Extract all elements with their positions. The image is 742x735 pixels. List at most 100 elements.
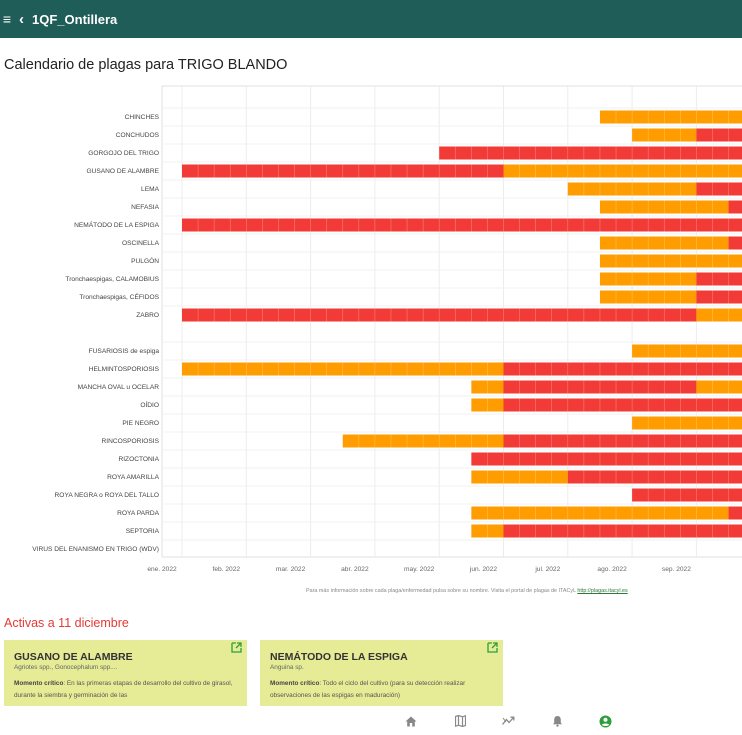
card-critical-text: : En las primeras etapas de desarrollo d… bbox=[14, 680, 233, 699]
x-tick-label: jul. 2022 bbox=[534, 566, 560, 573]
open-in-new-icon[interactable] bbox=[231, 642, 242, 656]
account-icon[interactable] bbox=[598, 715, 612, 727]
row-label[interactable]: FUSARIOSIS de espiga bbox=[89, 348, 160, 355]
row-label[interactable]: SEPTORIA bbox=[126, 528, 160, 535]
bar-segment-orange bbox=[632, 128, 697, 142]
row-label[interactable]: HELMINTOSPORIOSIS bbox=[89, 366, 160, 373]
bar-segment-orange bbox=[342, 434, 504, 448]
bottom-nav bbox=[0, 706, 742, 735]
bar-segment-orange bbox=[599, 290, 697, 304]
row-label[interactable]: NEFASIA bbox=[131, 204, 159, 211]
row-label[interactable]: RIZOCTONIA bbox=[118, 456, 159, 463]
back-button[interactable]: ‹ bbox=[19, 10, 24, 28]
active-card-nematodo[interactable]: NEMÁTODO DE LA ESPIGA Anguina sp. Moment… bbox=[260, 640, 503, 706]
row-label[interactable]: GORGOJO DEL TRIGO bbox=[88, 150, 159, 157]
bar-segment-orange bbox=[471, 524, 504, 538]
app-bar: ≡ ‹ 1QF_Ontillera bbox=[0, 0, 742, 38]
bar-segment-red bbox=[439, 146, 742, 160]
row-label[interactable]: MANCHA OVAL u OCELAR bbox=[78, 384, 160, 391]
row-label[interactable]: GUSANO DE ALAMBRE bbox=[86, 168, 159, 175]
row-label[interactable]: CONCHUDOS bbox=[116, 132, 160, 139]
bar-segment-red bbox=[567, 470, 742, 484]
bar-segment-red bbox=[503, 398, 742, 412]
x-tick-label: may. 2022 bbox=[404, 566, 435, 573]
pest-calendar-chart: CHINCHES CONCHUDOS GORGOJO DEL TRIGO GUSANO… bbox=[32, 85, 742, 573]
x-tick-label: feb. 2022 bbox=[213, 566, 241, 573]
bar-segment-orange bbox=[503, 164, 742, 178]
bell-icon[interactable] bbox=[550, 715, 564, 727]
card-scientific: Agriotes spp., Gonocephalum spp.... bbox=[14, 664, 118, 671]
bar-segment-red bbox=[503, 524, 742, 538]
bar-segment-red bbox=[696, 272, 742, 286]
card-description: Momento crítico: En las primeras etapas … bbox=[14, 678, 237, 701]
bar-segment-orange bbox=[599, 110, 742, 124]
bar-segment-red bbox=[696, 290, 742, 304]
row-label[interactable]: ZABRO bbox=[136, 312, 159, 319]
row-label[interactable]: ROYA AMARILLA bbox=[107, 474, 160, 481]
bar-segment-red bbox=[503, 362, 742, 376]
page-title: Calendario de plagas para TRIGO BLANDO bbox=[4, 57, 288, 73]
bar-segment-orange bbox=[632, 416, 742, 430]
menu-icon[interactable]: ≡ bbox=[2, 11, 12, 27]
bar-segment-orange bbox=[471, 398, 504, 412]
bar-segment-orange bbox=[471, 506, 729, 520]
x-tick-label: ago. 2022 bbox=[597, 566, 627, 573]
x-tick-label: mar. 2022 bbox=[276, 566, 306, 573]
bar-segment-red bbox=[182, 308, 697, 322]
bar-segment-orange bbox=[696, 380, 742, 394]
card-critical-label: Momento crítico bbox=[270, 680, 320, 687]
active-card-gusano[interactable]: GUSANO DE ALAMBRE Agriotes spp., Gonocep… bbox=[4, 640, 247, 706]
x-tick-label: abr. 2022 bbox=[341, 566, 369, 573]
open-in-new-icon[interactable] bbox=[487, 642, 498, 656]
row-label[interactable]: ROYA NEGRA o ROYA DEL TALLO bbox=[55, 492, 159, 499]
app-title: 1QF_Ontillera bbox=[32, 11, 118, 27]
row-label[interactable]: NEMÁTODO DE LA ESPIGA bbox=[74, 220, 159, 229]
bar-segment-orange bbox=[471, 380, 504, 394]
row-label[interactable]: VIRUS DEL ENANISMO EN TRIGO (WDV) bbox=[32, 546, 159, 553]
row-label[interactable]: OSCINELLA bbox=[122, 240, 160, 247]
row-label[interactable]: PULGÓN bbox=[131, 256, 159, 265]
card-description: Momento crítico: Todo el ciclo del culti… bbox=[270, 678, 493, 701]
bar-segment-orange bbox=[599, 254, 742, 268]
row-label[interactable]: PIE NEGRO bbox=[122, 420, 159, 427]
map-icon[interactable] bbox=[453, 715, 467, 727]
bar-segment-red bbox=[632, 488, 742, 502]
bar-segment-orange bbox=[599, 200, 729, 214]
chart-note-text: Para más información sobre cada plaga/en… bbox=[306, 588, 576, 594]
row-label[interactable]: Tronchaespigas, CALAMOBIUS bbox=[65, 276, 159, 283]
bar-segment-red bbox=[471, 452, 742, 466]
bar-segment-red bbox=[696, 182, 742, 196]
card-name: NEMÁTODO DE LA ESPIGA bbox=[270, 651, 408, 663]
itacyl-link[interactable]: http://plagas.itacyl.es bbox=[577, 588, 628, 594]
bar-segment-red bbox=[503, 434, 742, 448]
row-label[interactable]: RINCOSPORIOSIS bbox=[101, 438, 159, 445]
bar-segment-red bbox=[728, 236, 742, 250]
bar-segment-red bbox=[182, 164, 504, 178]
bar-segment-orange bbox=[632, 344, 742, 358]
x-tick-label: ene. 2022 bbox=[147, 566, 177, 573]
bar-segment-orange bbox=[471, 470, 568, 484]
bar-segment-red bbox=[696, 128, 742, 142]
card-critical-label: Momento crítico bbox=[14, 680, 64, 687]
card-critical-text: : Todo el ciclo del cultivo (para su det… bbox=[270, 680, 466, 699]
bar-segment-red bbox=[503, 380, 697, 394]
bar-segment-orange bbox=[599, 272, 697, 286]
bar-segment-orange bbox=[599, 236, 729, 250]
x-tick-label: jun. 2022 bbox=[469, 566, 497, 573]
x-tick-label: sep. 2022 bbox=[662, 566, 691, 573]
card-name: GUSANO DE ALAMBRE bbox=[14, 651, 133, 663]
bar-segment-orange bbox=[567, 182, 697, 196]
bar-segment-red bbox=[728, 200, 742, 214]
trending-icon[interactable] bbox=[501, 715, 515, 727]
row-label[interactable]: CHINCHES bbox=[125, 114, 160, 121]
card-scientific: Anguina sp. bbox=[270, 664, 304, 671]
row-label[interactable]: ROYA PARDA bbox=[117, 510, 159, 517]
row-label[interactable]: OÍDIO bbox=[140, 400, 159, 409]
chart-note: Para más información sobre cada plaga/en… bbox=[306, 588, 628, 594]
active-section-title: Activas a 11 diciembre bbox=[4, 616, 129, 630]
bar-segment-red bbox=[182, 218, 742, 232]
row-label[interactable]: Tronchaespigas, CÉFIDOS bbox=[79, 292, 159, 301]
row-label[interactable]: LEMA bbox=[141, 186, 160, 193]
home-icon[interactable] bbox=[404, 715, 418, 727]
bar-segment-orange bbox=[696, 308, 742, 322]
